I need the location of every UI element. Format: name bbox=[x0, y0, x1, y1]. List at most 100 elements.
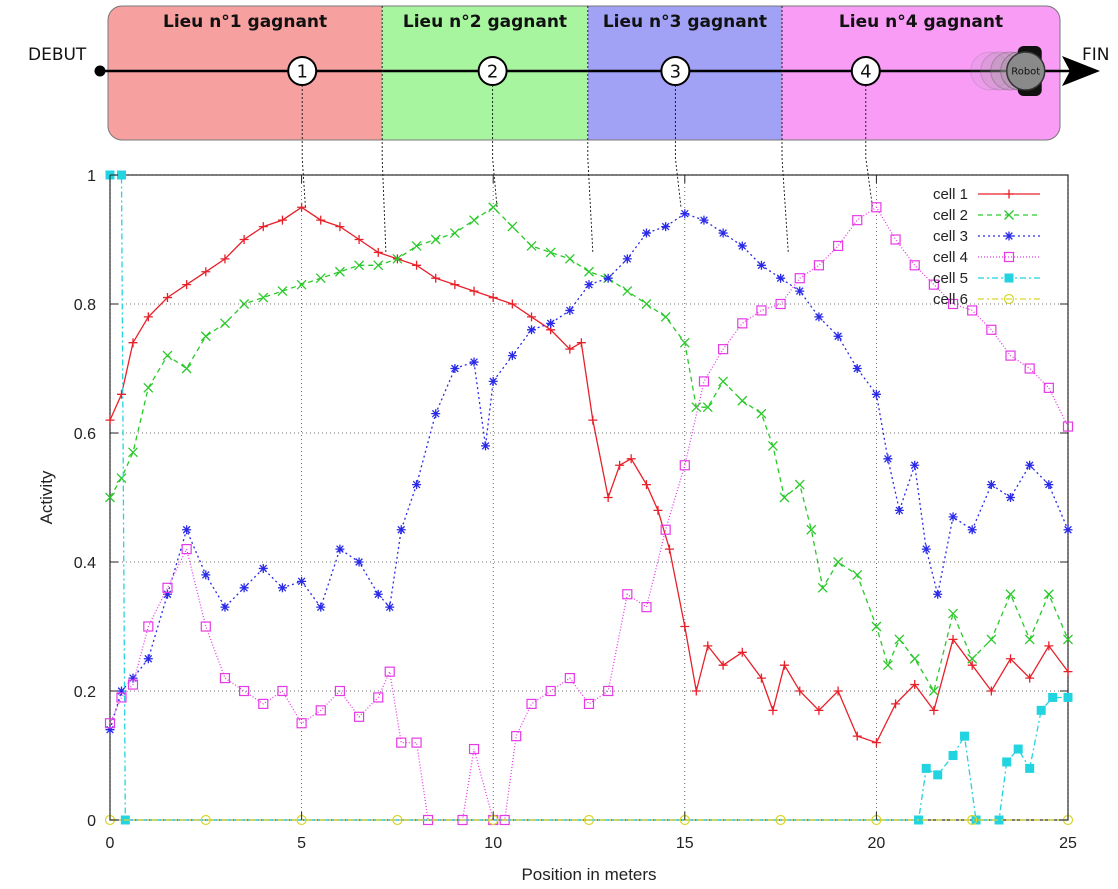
data-point bbox=[664, 544, 674, 554]
data-point bbox=[660, 524, 671, 535]
data-point bbox=[737, 241, 747, 251]
data-point bbox=[1006, 493, 1016, 502]
data-point bbox=[200, 621, 211, 632]
series-6 bbox=[104, 814, 1074, 826]
data-point bbox=[948, 608, 958, 619]
data-point bbox=[1044, 641, 1054, 651]
data-point bbox=[603, 493, 613, 502]
data-point bbox=[104, 718, 116, 729]
data-point bbox=[1025, 673, 1035, 683]
data-point bbox=[767, 440, 778, 451]
data-point bbox=[806, 524, 817, 535]
data-point bbox=[1025, 763, 1035, 773]
data-point bbox=[526, 698, 537, 710]
data-point bbox=[201, 267, 211, 277]
data-point bbox=[526, 240, 537, 251]
end-label: FIN bbox=[1082, 45, 1110, 65]
data-point bbox=[1006, 654, 1016, 664]
zone-1 bbox=[108, 6, 383, 140]
data-point bbox=[833, 686, 843, 696]
data-point bbox=[641, 602, 652, 613]
data-point bbox=[833, 557, 844, 567]
data-point bbox=[817, 582, 828, 593]
data-point bbox=[1048, 692, 1058, 702]
data-point bbox=[1024, 634, 1035, 645]
data-point bbox=[626, 454, 636, 464]
data-point bbox=[488, 202, 499, 213]
x-axis-title: Position in meters bbox=[521, 865, 656, 884]
data-point bbox=[201, 570, 211, 580]
data-point bbox=[396, 525, 406, 535]
data-point bbox=[258, 563, 268, 573]
x-tick-label: 5 bbox=[297, 835, 306, 852]
data-point bbox=[622, 254, 632, 264]
data-point bbox=[871, 621, 882, 632]
data-point bbox=[1043, 589, 1054, 600]
data-point bbox=[660, 311, 671, 322]
data-point bbox=[794, 273, 805, 284]
data-point bbox=[768, 705, 778, 715]
legend-marker-5 bbox=[1004, 273, 1014, 283]
data-point bbox=[1036, 705, 1046, 715]
data-point bbox=[909, 260, 920, 271]
data-point bbox=[910, 460, 920, 470]
data-point bbox=[297, 576, 307, 586]
data-point bbox=[354, 235, 364, 244]
data-point bbox=[239, 583, 249, 593]
data-point bbox=[1063, 634, 1073, 645]
data-point bbox=[335, 222, 345, 232]
data-point bbox=[1025, 460, 1035, 470]
data-point bbox=[641, 228, 651, 238]
data-point bbox=[794, 479, 805, 490]
data-point bbox=[181, 543, 192, 555]
data-point bbox=[776, 273, 786, 283]
data-point bbox=[220, 254, 230, 264]
data-point bbox=[756, 673, 766, 683]
y-tick-label: 1 bbox=[87, 168, 96, 185]
data-point bbox=[488, 293, 498, 303]
data-point bbox=[622, 286, 633, 297]
data-point bbox=[335, 544, 345, 554]
data-point bbox=[653, 505, 663, 515]
legend-marker-4 bbox=[1003, 251, 1015, 263]
data-point bbox=[105, 492, 115, 503]
data-point bbox=[316, 602, 326, 612]
data-point bbox=[411, 737, 422, 748]
data-point bbox=[564, 672, 575, 684]
data-point bbox=[779, 660, 789, 670]
data-point bbox=[181, 363, 192, 374]
data-point bbox=[545, 247, 556, 258]
data-point bbox=[565, 344, 575, 354]
data-point bbox=[948, 512, 958, 522]
y-tick-label: 0.4 bbox=[74, 555, 96, 572]
data-point bbox=[143, 382, 154, 393]
data-point bbox=[1062, 421, 1074, 432]
legend-label-3: cell 3 bbox=[933, 228, 968, 245]
data-point bbox=[220, 318, 230, 329]
data-point bbox=[737, 647, 747, 657]
data-point bbox=[871, 738, 881, 748]
data-point bbox=[450, 364, 460, 373]
place-marker-label-3: 3 bbox=[670, 62, 681, 83]
data-point bbox=[1002, 757, 1012, 767]
data-point bbox=[316, 215, 326, 225]
zone-boundary-line bbox=[587, 6, 594, 253]
data-point bbox=[691, 402, 702, 413]
data-point bbox=[373, 247, 383, 257]
legend-label-4: cell 4 bbox=[933, 249, 968, 266]
zone-label-2: Lieu n°2 gagnant bbox=[403, 12, 567, 32]
data-point bbox=[1043, 382, 1054, 393]
data-point bbox=[928, 279, 939, 290]
data-point bbox=[116, 473, 127, 484]
data-point bbox=[779, 492, 790, 503]
data-point bbox=[450, 280, 460, 290]
data-point bbox=[162, 293, 172, 303]
data-point bbox=[258, 698, 269, 710]
start-dot bbox=[94, 65, 106, 77]
data-point bbox=[795, 686, 805, 696]
data-point bbox=[277, 685, 288, 697]
data-point bbox=[584, 280, 594, 290]
data-point bbox=[583, 698, 595, 710]
data-point bbox=[162, 582, 173, 593]
